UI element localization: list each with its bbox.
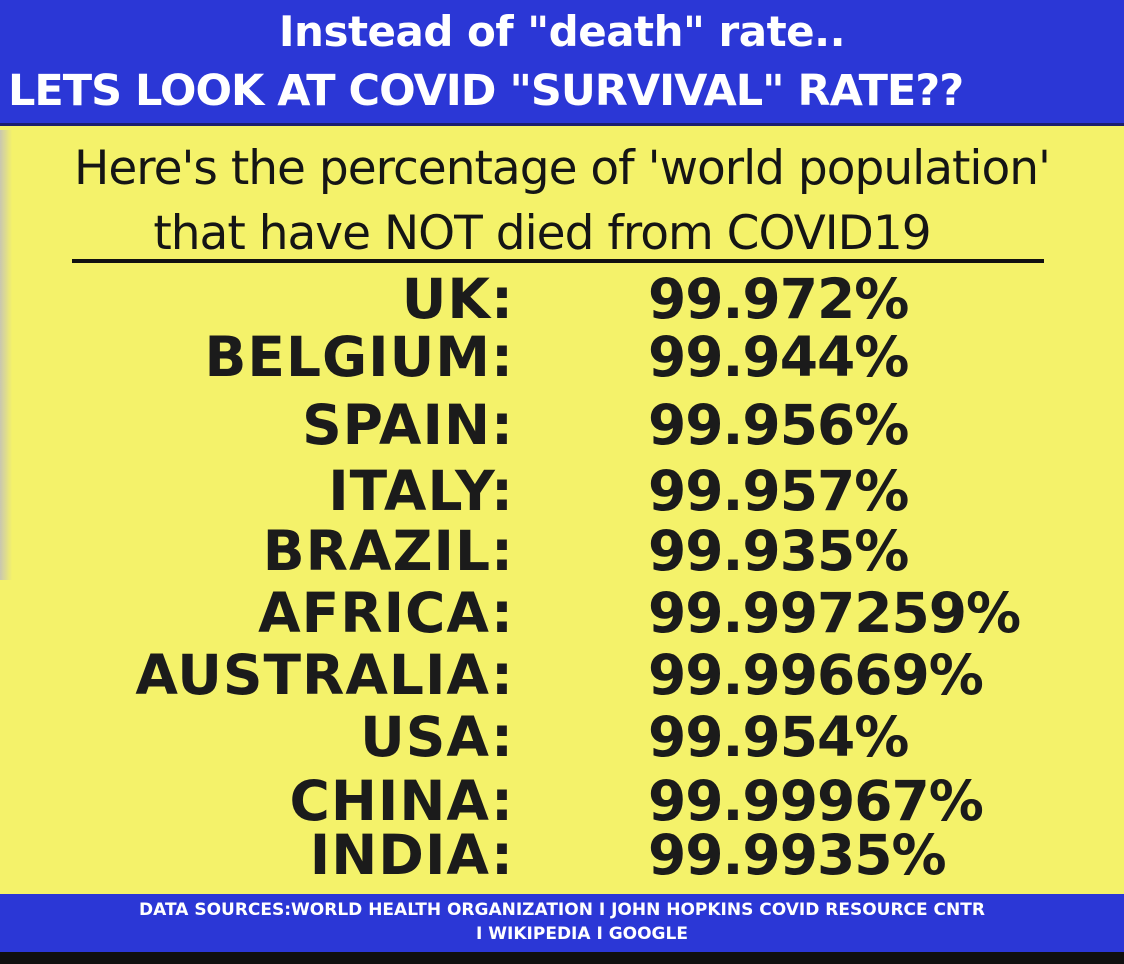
country-label: INDIA: xyxy=(309,823,514,887)
country-label: BRAZIL: xyxy=(262,519,514,583)
survival-value: 99.99967% xyxy=(648,769,984,833)
footer-line1: DATA SOURCES:WORLD HEALTH ORGANIZATION I… xyxy=(139,900,985,920)
survival-value: 99.954% xyxy=(648,705,909,769)
survival-value: 99.997259% xyxy=(648,581,1021,645)
subtitle-line2: that have NOT died from COVID19 xyxy=(153,206,931,261)
survival-value: 99.944% xyxy=(648,325,909,389)
country-label: CHINA: xyxy=(289,769,514,833)
country-label: ITALY: xyxy=(328,459,514,523)
survival-value: 99.972% xyxy=(648,267,909,331)
header-title-line1: Instead of "death" rate.. xyxy=(278,7,846,56)
survival-value: 99.99669% xyxy=(648,643,984,707)
survival-value: 99.956% xyxy=(648,393,909,457)
data-sources-footer: DATA SOURCES:WORLD HEALTH ORGANIZATION I… xyxy=(0,894,1124,952)
country-label: AUSTRALIA: xyxy=(135,643,514,707)
country-label: AFRICA: xyxy=(258,581,514,645)
country-label: BELGIUM: xyxy=(204,325,514,389)
survival-value: 99.935% xyxy=(648,519,909,583)
list-item: INDIA: 99.9935% xyxy=(0,826,1124,884)
country-label: USA: xyxy=(360,705,514,769)
list-item: BRAZIL: 99.935% xyxy=(0,522,1124,580)
list-item: UK: 99.972% xyxy=(0,270,1124,328)
list-item: USA: 99.954% xyxy=(0,708,1124,766)
header-banner: Instead of "death" rate.. LETS LOOK AT C… xyxy=(0,0,1124,126)
list-item: SPAIN: 99.956% xyxy=(0,396,1124,454)
list-item: CHINA: 99.99967% xyxy=(0,772,1124,830)
header-title-line2: LETS LOOK AT COVID "SURVIVAL" RATE?? xyxy=(8,66,964,116)
list-item: BELGIUM: 99.944% xyxy=(0,328,1124,386)
yellow-panel xyxy=(0,126,1124,894)
left-edge-shadow xyxy=(0,130,12,580)
list-item: AFRICA: 99.997259% xyxy=(0,584,1124,642)
survival-value: 99.957% xyxy=(648,459,909,523)
subtitle-line1: Here's the percentage of 'world populati… xyxy=(74,141,1051,196)
country-label: SPAIN: xyxy=(302,393,514,457)
list-item: ITALY: 99.957% xyxy=(0,462,1124,520)
country-label: UK: xyxy=(401,267,514,331)
footer-line2: I WIKIPEDIA I GOOGLE xyxy=(476,924,688,944)
survival-value: 99.9935% xyxy=(648,823,947,887)
list-item: AUSTRALIA: 99.99669% xyxy=(0,646,1124,704)
subtitle-underline xyxy=(72,259,1044,263)
